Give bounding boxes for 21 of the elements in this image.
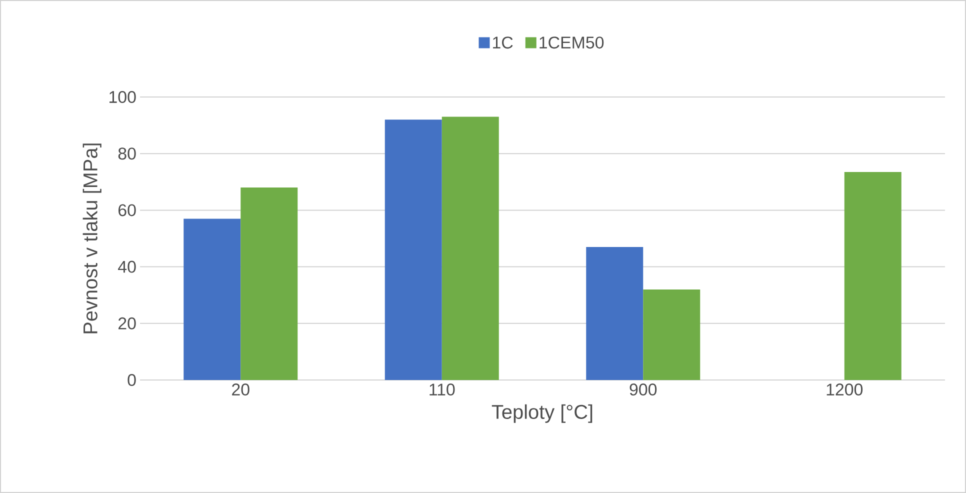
bar bbox=[442, 116, 499, 380]
x-tick-label: 20 bbox=[232, 384, 250, 396]
x-axis-title: Teploty [°C] bbox=[492, 404, 592, 423]
y-tick-label: 40 bbox=[118, 260, 136, 273]
x-tick-label: 110 bbox=[430, 384, 455, 396]
bar bbox=[643, 289, 700, 380]
y-tick-label: 20 bbox=[118, 317, 136, 330]
y-tick-label: 0 bbox=[128, 374, 136, 386]
bar bbox=[844, 172, 902, 380]
y-tick-label: 60 bbox=[118, 204, 136, 216]
bar bbox=[240, 188, 298, 380]
y-tick-label: 80 bbox=[118, 148, 136, 160]
bar bbox=[586, 246, 644, 380]
y-tick-label: 100 bbox=[110, 91, 136, 103]
legend-label: 1CEM50 bbox=[540, 36, 604, 49]
bar bbox=[384, 120, 442, 380]
x-tick-label: 900 bbox=[630, 384, 657, 396]
bar bbox=[184, 218, 241, 380]
legend-label: 1C bbox=[493, 36, 513, 49]
y-axis-title: Pevnost v tlaku [MPa] bbox=[82, 144, 102, 334]
x-tick-label: 1200 bbox=[826, 384, 863, 396]
